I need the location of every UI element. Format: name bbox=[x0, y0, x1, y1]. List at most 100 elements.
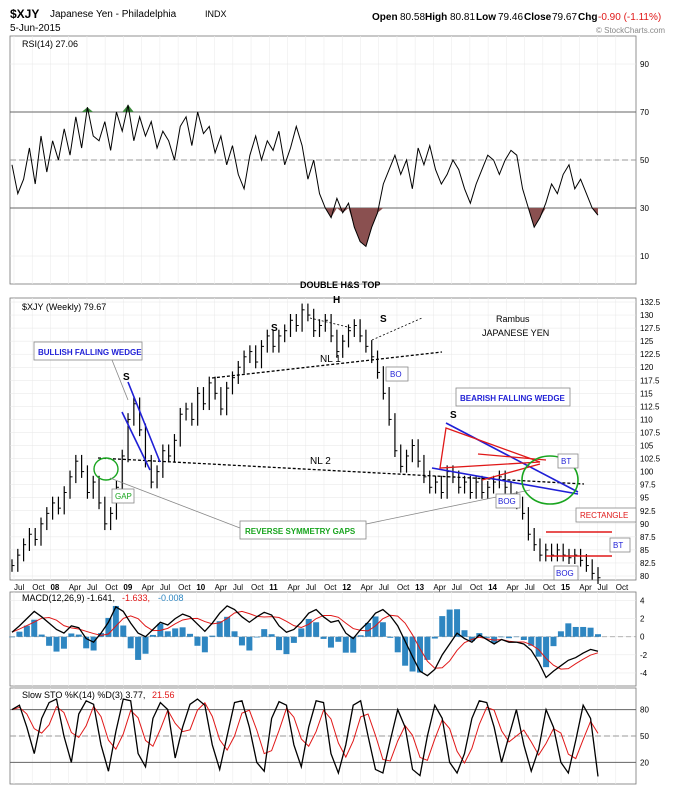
macd-panel bbox=[9, 591, 637, 687]
x-tick-label: 08 bbox=[50, 583, 59, 592]
x-tick-label: Jul bbox=[452, 583, 462, 592]
x-tick-label: Jul bbox=[233, 583, 243, 592]
macd-label: MACD(12,26,9) -1.641, bbox=[22, 593, 115, 603]
macd-histogram-bar bbox=[283, 636, 290, 655]
bullish-wedge-line-1 bbox=[127, 381, 161, 463]
x-tick-label: Oct bbox=[616, 583, 629, 592]
y-tick-label: -4 bbox=[640, 669, 648, 678]
macd-histogram-bar bbox=[90, 636, 97, 651]
macd-histogram-bar bbox=[253, 636, 260, 638]
triangle-bottom-line bbox=[481, 463, 541, 481]
macd-histogram-bar bbox=[238, 636, 245, 646]
macd-signal-label: -1.633, bbox=[122, 593, 150, 603]
bog2-label: BOG bbox=[556, 569, 574, 578]
macd-histogram-bar bbox=[60, 636, 67, 649]
macd-histogram-bar bbox=[38, 634, 45, 637]
x-tick-label: Oct bbox=[105, 583, 118, 592]
instrument-name: Japanese Yen - Philadelphia bbox=[50, 9, 177, 20]
rectangle-label: RECTANGLE bbox=[580, 511, 628, 520]
macd-histogram-bar bbox=[16, 631, 23, 637]
y-tick-label: 127.5 bbox=[640, 324, 661, 333]
bt2-box bbox=[609, 537, 631, 553]
shoulder-right-marker: S bbox=[380, 314, 387, 325]
x-tick-label: Oct bbox=[32, 583, 45, 592]
reverse-gaps-label: REVERSE SYMMETRY GAPS bbox=[245, 527, 356, 536]
macd-histogram-bar bbox=[23, 625, 30, 637]
x-tick-label: Apr bbox=[579, 583, 592, 592]
macd-histogram-bar bbox=[320, 636, 327, 639]
macd-histogram-bar bbox=[454, 609, 461, 637]
x-tick-label: Jul bbox=[160, 583, 170, 592]
high-value: 80.81 bbox=[450, 12, 475, 23]
macd-histogram-bar bbox=[483, 636, 490, 638]
bog1-box bbox=[495, 493, 521, 509]
macd-histogram-bar bbox=[409, 636, 416, 672]
macd-histogram-bar bbox=[431, 636, 438, 639]
x-tick-label: Jul bbox=[379, 583, 389, 592]
macd-histogram-bar bbox=[402, 636, 409, 666]
head-trendline-1 bbox=[309, 317, 353, 329]
shoulder-left-marker: S bbox=[271, 323, 278, 334]
macd-histogram-bar bbox=[327, 636, 334, 648]
macd-histogram-bar bbox=[394, 636, 401, 653]
macd-histogram-bar bbox=[9, 636, 15, 638]
macd-histogram-bar bbox=[164, 631, 171, 637]
symbol-label: $XJY bbox=[10, 7, 39, 21]
macd-histogram-bar bbox=[557, 631, 564, 637]
y-tick-label: 115 bbox=[640, 389, 653, 398]
macd-histogram-bar bbox=[201, 636, 208, 653]
price-label: $XJY (Weekly) 79.67 bbox=[22, 302, 106, 312]
chg-value: -0.90 (-1.11%) bbox=[598, 12, 661, 23]
macd-histogram-bar bbox=[216, 621, 223, 637]
y-tick-label: 125 bbox=[640, 337, 654, 346]
chg-label: Chg bbox=[578, 12, 597, 23]
x-tick-label: 15 bbox=[561, 583, 570, 592]
macd-histogram-bar bbox=[505, 636, 512, 639]
neckline-2 bbox=[97, 457, 585, 485]
nl1-label: NL 1 bbox=[320, 354, 341, 365]
x-tick-label: Apr bbox=[69, 583, 82, 592]
macd-histogram-bar bbox=[112, 605, 119, 637]
macd-histogram-bar bbox=[31, 619, 38, 637]
macd-histogram-bar bbox=[461, 630, 468, 637]
y-tick-label: 70 bbox=[640, 108, 649, 117]
y-tick-label: 90 bbox=[640, 520, 649, 529]
y-tick-label: 130 bbox=[640, 311, 654, 320]
macd-histogram-bar bbox=[387, 636, 394, 638]
y-tick-label: 50 bbox=[640, 732, 649, 741]
y-tick-label: 82.5 bbox=[640, 559, 656, 568]
bt1-label: BT bbox=[561, 457, 571, 466]
macd-histogram-bar bbox=[290, 636, 297, 643]
x-tick-label: Apr bbox=[360, 583, 373, 592]
macd-histogram-bar bbox=[520, 636, 527, 640]
close-value: 79.67 bbox=[552, 12, 577, 23]
macd-histogram-bar bbox=[565, 623, 572, 637]
y-tick-label: 92.5 bbox=[640, 507, 656, 516]
macd-histogram-bar bbox=[135, 636, 142, 660]
macd-histogram-bar bbox=[424, 636, 431, 660]
y-tick-label: 105 bbox=[640, 442, 654, 451]
y-tick-label: 110 bbox=[640, 415, 653, 424]
macd-histogram-bar bbox=[357, 635, 364, 637]
macd-histogram-bar bbox=[543, 636, 550, 668]
y-tick-label: 30 bbox=[640, 204, 649, 213]
macd-histogram-bar bbox=[105, 617, 112, 637]
y-tick-label: 107.5 bbox=[640, 428, 661, 437]
macd-histogram-bar bbox=[268, 634, 275, 637]
macd-histogram-bar bbox=[209, 635, 216, 637]
macd-histogram-bar bbox=[313, 622, 320, 637]
rsi-label: RSI(14) 27.06 bbox=[22, 39, 78, 49]
author-label: Rambus bbox=[496, 314, 530, 324]
x-tick-label: Apr bbox=[288, 583, 301, 592]
y-tick-label: 0 bbox=[640, 633, 645, 642]
macd-histogram-bar bbox=[83, 636, 90, 649]
macd-histogram-bar bbox=[550, 636, 557, 647]
x-tick-label: Jul bbox=[14, 583, 24, 592]
macd-histogram-bar bbox=[179, 627, 186, 637]
open-label: Open bbox=[372, 12, 398, 23]
axis-layer: 10305070908082.58587.59092.59597.5100102… bbox=[14, 60, 661, 767]
bo-box bbox=[385, 366, 409, 382]
sto-label: Slow STO %K(14) %D(3) 3.77, bbox=[22, 690, 145, 700]
bullish-wedge-line-2 bbox=[121, 411, 151, 471]
